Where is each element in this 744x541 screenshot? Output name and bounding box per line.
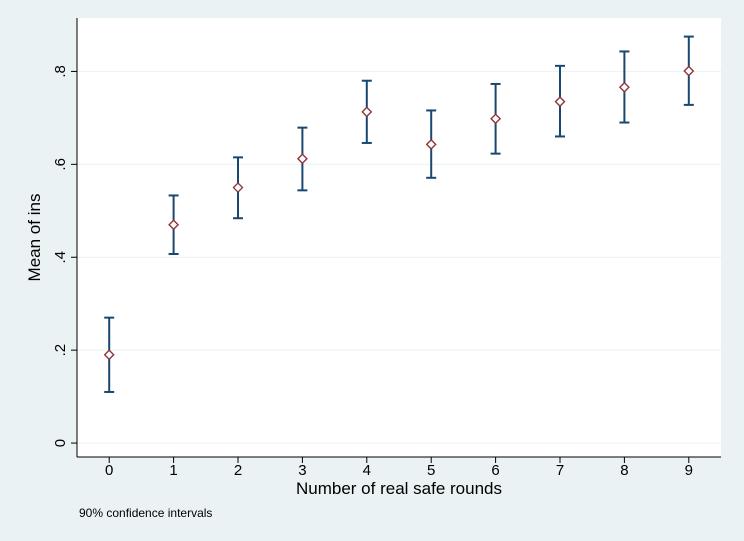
x-tick-label: 9 xyxy=(685,462,693,479)
mean-marker xyxy=(425,138,437,150)
x-tick-label: 0 xyxy=(105,462,113,479)
mean-marker xyxy=(683,65,695,77)
x-tick-label: 8 xyxy=(620,462,628,479)
y-axis-title: Mean of ins xyxy=(25,194,44,282)
y-tick-label: 0 xyxy=(52,439,69,447)
mean-marker xyxy=(361,106,373,118)
mean-marker xyxy=(168,219,180,231)
mean-marker xyxy=(232,182,244,194)
error-bar-group xyxy=(296,126,308,192)
mean-marker xyxy=(490,113,502,125)
x-tick-label: 3 xyxy=(298,462,306,479)
error-bar-group xyxy=(618,50,630,124)
x-tick-label: 4 xyxy=(363,462,371,479)
y-tick-label: .6 xyxy=(52,158,69,171)
mean-marker xyxy=(618,81,630,93)
y-tick-label: .2 xyxy=(52,344,69,357)
error-bar-group xyxy=(683,35,695,106)
error-bar-group xyxy=(103,316,115,393)
mean-marker xyxy=(296,153,308,165)
x-tick-label: 7 xyxy=(556,462,564,479)
y-tick-label: .4 xyxy=(52,251,69,264)
mean-marker xyxy=(103,349,115,361)
y-tick-label: .8 xyxy=(52,65,69,78)
footnote: 90% confidence intervals xyxy=(79,506,212,520)
x-tick-label: 1 xyxy=(169,462,177,479)
plot-area xyxy=(77,18,721,457)
x-tick-label: 2 xyxy=(234,462,242,479)
error-bar-group xyxy=(361,79,373,144)
error-bar-group xyxy=(554,64,566,138)
error-bar-group xyxy=(168,194,180,255)
error-bar-group xyxy=(425,109,437,179)
x-tick-label: 6 xyxy=(491,462,499,479)
error-bar-group xyxy=(232,156,244,220)
x-axis-title: Number of real safe rounds xyxy=(296,479,502,498)
error-bar-group xyxy=(490,82,502,155)
x-tick-label: 5 xyxy=(427,462,435,479)
mean-marker xyxy=(554,96,566,108)
